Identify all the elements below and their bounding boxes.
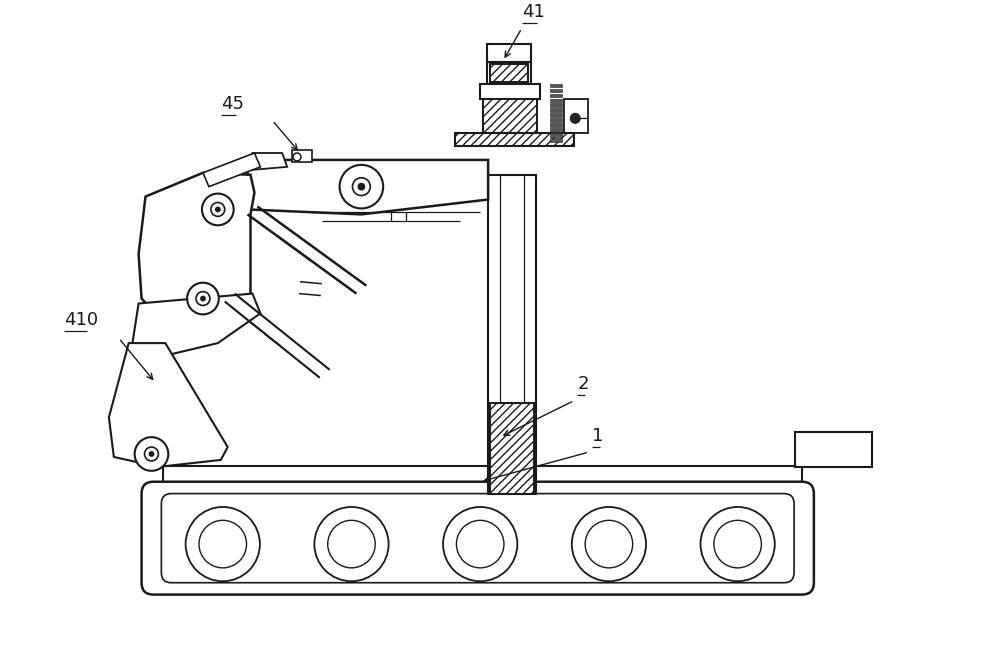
- Bar: [550, 103, 562, 107]
- FancyBboxPatch shape: [142, 482, 814, 594]
- Bar: [483, 99, 537, 133]
- Circle shape: [187, 283, 219, 315]
- Bar: [490, 64, 528, 82]
- Ellipse shape: [585, 521, 633, 568]
- Ellipse shape: [186, 507, 260, 581]
- Bar: [550, 133, 562, 137]
- Text: 41: 41: [522, 3, 545, 22]
- Bar: [455, 133, 574, 146]
- Circle shape: [202, 194, 234, 225]
- Polygon shape: [109, 343, 228, 467]
- Ellipse shape: [701, 507, 775, 581]
- Circle shape: [196, 292, 210, 305]
- Circle shape: [340, 165, 383, 209]
- Ellipse shape: [456, 521, 504, 568]
- Bar: [550, 94, 562, 97]
- Circle shape: [211, 203, 225, 216]
- Circle shape: [201, 296, 205, 301]
- Bar: [550, 118, 562, 122]
- Bar: [480, 84, 540, 99]
- Circle shape: [135, 437, 168, 471]
- Bar: [483, 99, 537, 133]
- Polygon shape: [132, 294, 260, 358]
- Bar: [550, 128, 562, 131]
- Polygon shape: [203, 153, 260, 186]
- Circle shape: [570, 113, 580, 124]
- Ellipse shape: [714, 521, 761, 568]
- Bar: [550, 109, 562, 112]
- Bar: [455, 133, 574, 146]
- Circle shape: [149, 452, 153, 456]
- Bar: [550, 99, 562, 102]
- Ellipse shape: [328, 521, 375, 568]
- Bar: [550, 113, 562, 117]
- Text: 45: 45: [221, 95, 244, 113]
- Circle shape: [216, 207, 220, 211]
- Bar: [564, 99, 588, 133]
- Circle shape: [293, 153, 301, 161]
- Text: 1: 1: [592, 427, 603, 445]
- Bar: [490, 64, 528, 82]
- Circle shape: [352, 178, 370, 196]
- Bar: [292, 150, 312, 162]
- Ellipse shape: [572, 507, 646, 581]
- Bar: [487, 44, 531, 62]
- Bar: [550, 89, 562, 92]
- Bar: [487, 62, 531, 84]
- Circle shape: [145, 447, 158, 461]
- Ellipse shape: [443, 507, 517, 581]
- Polygon shape: [248, 160, 488, 215]
- Bar: [550, 124, 562, 127]
- Polygon shape: [139, 173, 254, 311]
- FancyBboxPatch shape: [161, 494, 794, 583]
- Polygon shape: [252, 153, 287, 170]
- Bar: [163, 466, 802, 494]
- Text: 410: 410: [64, 311, 98, 329]
- Bar: [490, 402, 534, 494]
- Bar: [490, 402, 534, 494]
- Bar: [488, 175, 536, 494]
- Ellipse shape: [199, 521, 247, 568]
- Bar: [795, 432, 872, 467]
- Bar: [550, 138, 562, 142]
- Bar: [550, 84, 562, 87]
- Circle shape: [358, 184, 364, 190]
- Ellipse shape: [314, 507, 389, 581]
- Text: 2: 2: [577, 375, 589, 392]
